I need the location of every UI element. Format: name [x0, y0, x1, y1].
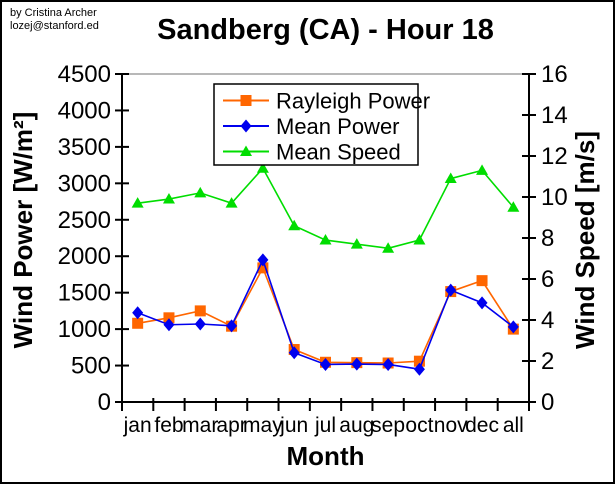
marker-mean-power — [445, 283, 457, 297]
legend-item: Rayleigh Power — [223, 89, 430, 114]
legend-item: Mean Speed — [223, 140, 401, 165]
legend-marker-diamond — [240, 119, 252, 133]
series-line-rayleigh-power — [137, 265, 515, 364]
marker-rayleigh-power — [476, 275, 488, 287]
series-mean-power — [132, 253, 519, 376]
marker-mean-speed — [131, 197, 144, 208]
legend-marker-triangle — [240, 145, 252, 156]
y-left-tick-label: 500 — [71, 353, 111, 380]
marker-mean-speed — [350, 238, 363, 249]
right-axis: 0 2 4 6 8 10 12 14 16 — [522, 61, 568, 416]
month-label: feb — [154, 414, 183, 437]
marker-mean-speed — [162, 193, 175, 204]
y-left-tick-label: 1500 — [58, 280, 111, 307]
credit-text: by Cristina Archer lozej@stanford.ed — [10, 7, 99, 33]
series-line-mean-power — [137, 257, 514, 371]
chart-title: Sandberg (CA) - Hour 18 — [157, 14, 494, 46]
y-right-tick-label: 8 — [541, 225, 554, 252]
month-label: aug — [339, 414, 374, 437]
y-left-tick-label: 2000 — [58, 243, 111, 270]
marker-mean-power — [194, 317, 206, 331]
marker-mean-power — [413, 362, 425, 376]
marker-mean-speed — [382, 242, 395, 253]
y-right-tick-label: 2 — [541, 348, 554, 375]
series-rayleigh-power — [132, 262, 519, 369]
month-label: sep — [371, 414, 405, 437]
marker-mean-power — [226, 319, 238, 333]
legend-item: Mean Power — [223, 114, 400, 139]
right-axis-title: Wind Speed [m/s] — [570, 131, 600, 349]
series-mean-speed — [131, 162, 520, 253]
marker-mean-speed — [194, 186, 207, 198]
y-left-tick-label: 1000 — [58, 316, 111, 343]
marker-mean-speed — [319, 234, 332, 245]
marker-mean-power — [132, 306, 144, 320]
y-right-tick-label: 14 — [541, 102, 568, 129]
y-right-tick-label: 6 — [541, 266, 554, 293]
marker-rayleigh-power — [163, 312, 175, 324]
marker-rayleigh-power — [132, 317, 144, 329]
y-left-tick-label: 4500 — [58, 61, 111, 88]
marker-mean-power — [320, 357, 331, 371]
left-axis-title: Wind Power [W/m²] — [8, 112, 38, 349]
marker-rayleigh-power — [413, 355, 425, 367]
marker-mean-speed — [225, 197, 238, 208]
y-left-tick-label: 2500 — [58, 207, 111, 234]
month-label: dec — [465, 414, 499, 437]
legend-marker-square — [240, 95, 252, 106]
y-right-tick-label: 4 — [541, 307, 554, 334]
y-right-tick-label: 10 — [541, 184, 568, 211]
month-label: all — [503, 414, 524, 437]
marker-mean-speed — [476, 164, 489, 175]
credit-line-2: lozej@stanford.ed — [10, 20, 99, 32]
month-label: jun — [279, 414, 308, 437]
y-right-tick-label: 12 — [541, 143, 568, 170]
month-label: mar — [182, 414, 218, 437]
legend-label: Rayleigh Power — [276, 89, 430, 114]
marker-mean-power — [351, 357, 363, 371]
y-right-tick-label: 16 — [541, 61, 568, 88]
marker-rayleigh-power — [257, 262, 269, 274]
y-right-tick-label: 0 — [541, 389, 554, 416]
marker-mean-power — [476, 296, 488, 310]
marker-mean-power — [382, 357, 394, 371]
month-label: jul — [314, 414, 336, 437]
legend-label: Mean Speed — [276, 140, 401, 165]
legend-label: Mean Power — [276, 114, 400, 139]
month-label: may — [243, 414, 283, 437]
x-axis-title: Month — [287, 441, 365, 471]
y-left-tick-label: 0 — [98, 389, 111, 416]
marker-mean-speed — [256, 162, 269, 173]
month-label: nov — [434, 414, 468, 437]
credit-line-1: by Cristina Archer — [10, 7, 97, 19]
marker-mean-speed — [507, 201, 520, 212]
month-label: jan — [123, 414, 152, 437]
y-left-tick-label: 3000 — [58, 170, 111, 197]
marker-mean-speed — [444, 172, 457, 184]
month-label: apr — [216, 414, 246, 437]
left-axis: 0 500 1000 1500 2000 2500 3000 3500 4000 4500 — [58, 61, 129, 416]
month-label: oct — [405, 414, 433, 437]
marker-mean-power — [257, 253, 269, 267]
marker-mean-speed — [288, 219, 301, 231]
marker-mean-speed — [413, 234, 426, 245]
marker-mean-power — [163, 318, 175, 332]
y-left-tick-label: 4000 — [58, 97, 111, 124]
y-left-tick-label: 3500 — [58, 134, 111, 161]
marker-mean-power — [507, 320, 519, 334]
marker-rayleigh-power — [194, 305, 206, 317]
marker-mean-power — [288, 346, 300, 360]
